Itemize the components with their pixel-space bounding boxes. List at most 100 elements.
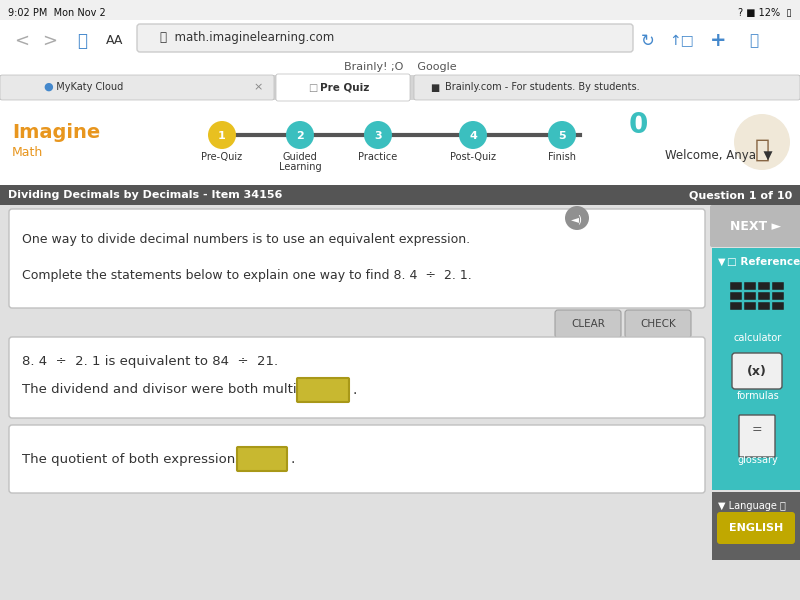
FancyBboxPatch shape	[9, 337, 705, 418]
Text: □: □	[308, 83, 318, 93]
Text: 9:02 PM  Mon Nov 2: 9:02 PM Mon Nov 2	[8, 8, 106, 18]
FancyBboxPatch shape	[625, 310, 691, 338]
Text: Question 1 of 10: Question 1 of 10	[689, 190, 792, 200]
FancyBboxPatch shape	[0, 0, 800, 20]
Text: ●: ●	[43, 82, 53, 92]
FancyBboxPatch shape	[0, 75, 800, 100]
Text: >: >	[42, 32, 58, 50]
FancyBboxPatch shape	[739, 415, 775, 457]
FancyBboxPatch shape	[730, 282, 742, 290]
FancyBboxPatch shape	[730, 302, 742, 310]
FancyBboxPatch shape	[712, 248, 800, 490]
FancyBboxPatch shape	[717, 512, 795, 544]
FancyBboxPatch shape	[772, 292, 784, 300]
FancyBboxPatch shape	[758, 282, 770, 290]
FancyBboxPatch shape	[0, 100, 800, 185]
Text: <: <	[14, 32, 30, 50]
FancyBboxPatch shape	[732, 353, 782, 389]
Text: 4: 4	[469, 131, 477, 141]
Text: Learning: Learning	[278, 162, 322, 172]
Circle shape	[459, 121, 487, 149]
Text: Finish: Finish	[548, 152, 576, 162]
Text: Dividing Decimals by Decimals - Item 34156: Dividing Decimals by Decimals - Item 341…	[8, 190, 282, 200]
Text: 3: 3	[374, 131, 382, 141]
Text: MyKaty Cloud: MyKaty Cloud	[50, 82, 123, 92]
FancyBboxPatch shape	[726, 348, 790, 403]
Circle shape	[548, 121, 576, 149]
Text: NEXT ►: NEXT ►	[730, 220, 782, 232]
Text: CLEAR: CLEAR	[571, 319, 605, 329]
Circle shape	[565, 206, 589, 230]
Text: AA: AA	[106, 34, 124, 47]
FancyBboxPatch shape	[297, 378, 349, 402]
Text: ENGLISH: ENGLISH	[729, 523, 783, 533]
Circle shape	[364, 121, 392, 149]
FancyBboxPatch shape	[730, 292, 742, 300]
Text: calculator: calculator	[734, 333, 782, 343]
Text: Guided: Guided	[282, 152, 318, 162]
FancyBboxPatch shape	[0, 20, 800, 58]
FancyBboxPatch shape	[276, 74, 410, 101]
Text: ⧉: ⧉	[750, 34, 758, 49]
Text: Math: Math	[12, 146, 43, 160]
Text: ↑□: ↑□	[670, 34, 694, 48]
Text: One way to divide decimal numbers is to use an equivalent expression.: One way to divide decimal numbers is to …	[22, 233, 470, 247]
Circle shape	[734, 114, 790, 170]
Text: ■: ■	[430, 82, 439, 92]
FancyBboxPatch shape	[0, 75, 274, 100]
Text: 0: 0	[628, 111, 648, 139]
Text: 5: 5	[558, 131, 566, 141]
Text: ▼: ▼	[718, 257, 726, 267]
Text: The dividend and divisor were both multiplied by: The dividend and divisor were both multi…	[22, 383, 350, 397]
FancyBboxPatch shape	[555, 310, 621, 338]
FancyBboxPatch shape	[744, 292, 756, 300]
FancyBboxPatch shape	[772, 282, 784, 290]
FancyBboxPatch shape	[414, 75, 800, 100]
Text: Welcome, Anya  ▼: Welcome, Anya ▼	[665, 148, 773, 161]
Text: Pre Quiz: Pre Quiz	[320, 83, 370, 93]
FancyBboxPatch shape	[744, 302, 756, 310]
Text: The quotient of both expressions is: The quotient of both expressions is	[22, 452, 257, 466]
Text: □ Reference: □ Reference	[727, 257, 800, 267]
Circle shape	[286, 121, 314, 149]
Text: +: +	[710, 31, 726, 50]
Text: Practice: Practice	[358, 152, 398, 162]
Text: ↻: ↻	[641, 32, 655, 50]
Text: ◄): ◄)	[571, 214, 583, 224]
Text: CHECK: CHECK	[640, 319, 676, 329]
FancyBboxPatch shape	[772, 302, 784, 310]
FancyBboxPatch shape	[0, 185, 800, 205]
Text: Pre-Quiz: Pre-Quiz	[202, 152, 242, 162]
Text: 👧: 👧	[754, 138, 770, 162]
FancyBboxPatch shape	[137, 24, 633, 52]
Text: .: .	[290, 452, 294, 466]
FancyBboxPatch shape	[237, 447, 287, 471]
FancyBboxPatch shape	[758, 302, 770, 310]
Text: (x): (x)	[747, 364, 767, 377]
Text: Complete the statements below to explain one way to find 8. 4  ÷  2. 1.: Complete the statements below to explain…	[22, 269, 472, 281]
FancyBboxPatch shape	[758, 292, 770, 300]
Text: 2: 2	[296, 131, 304, 141]
Circle shape	[208, 121, 236, 149]
FancyBboxPatch shape	[0, 205, 800, 600]
FancyBboxPatch shape	[726, 274, 790, 332]
Text: 1: 1	[218, 131, 226, 141]
FancyBboxPatch shape	[9, 209, 705, 308]
Text: ? ■ 12%  ▯: ? ■ 12% ▯	[738, 8, 792, 18]
FancyBboxPatch shape	[712, 492, 800, 560]
FancyBboxPatch shape	[726, 408, 790, 466]
Text: ×: ×	[254, 82, 262, 92]
FancyBboxPatch shape	[9, 425, 705, 493]
Text: Post-Quiz: Post-Quiz	[450, 152, 496, 162]
Text: ▼ Language ⓘ: ▼ Language ⓘ	[718, 501, 786, 511]
Text: 🔒  math.imaginelearning.com: 🔒 math.imaginelearning.com	[160, 31, 334, 44]
Text: formulas: formulas	[737, 391, 779, 401]
Text: Brainly.com - For students. By students.: Brainly.com - For students. By students.	[445, 82, 640, 92]
Text: =: =	[752, 424, 762, 437]
Text: Brainly! ;O    Google: Brainly! ;O Google	[344, 62, 456, 72]
FancyBboxPatch shape	[744, 282, 756, 290]
Text: Imagine: Imagine	[12, 122, 100, 142]
FancyBboxPatch shape	[710, 205, 800, 247]
Text: 📖: 📖	[77, 32, 87, 50]
FancyBboxPatch shape	[0, 58, 800, 75]
